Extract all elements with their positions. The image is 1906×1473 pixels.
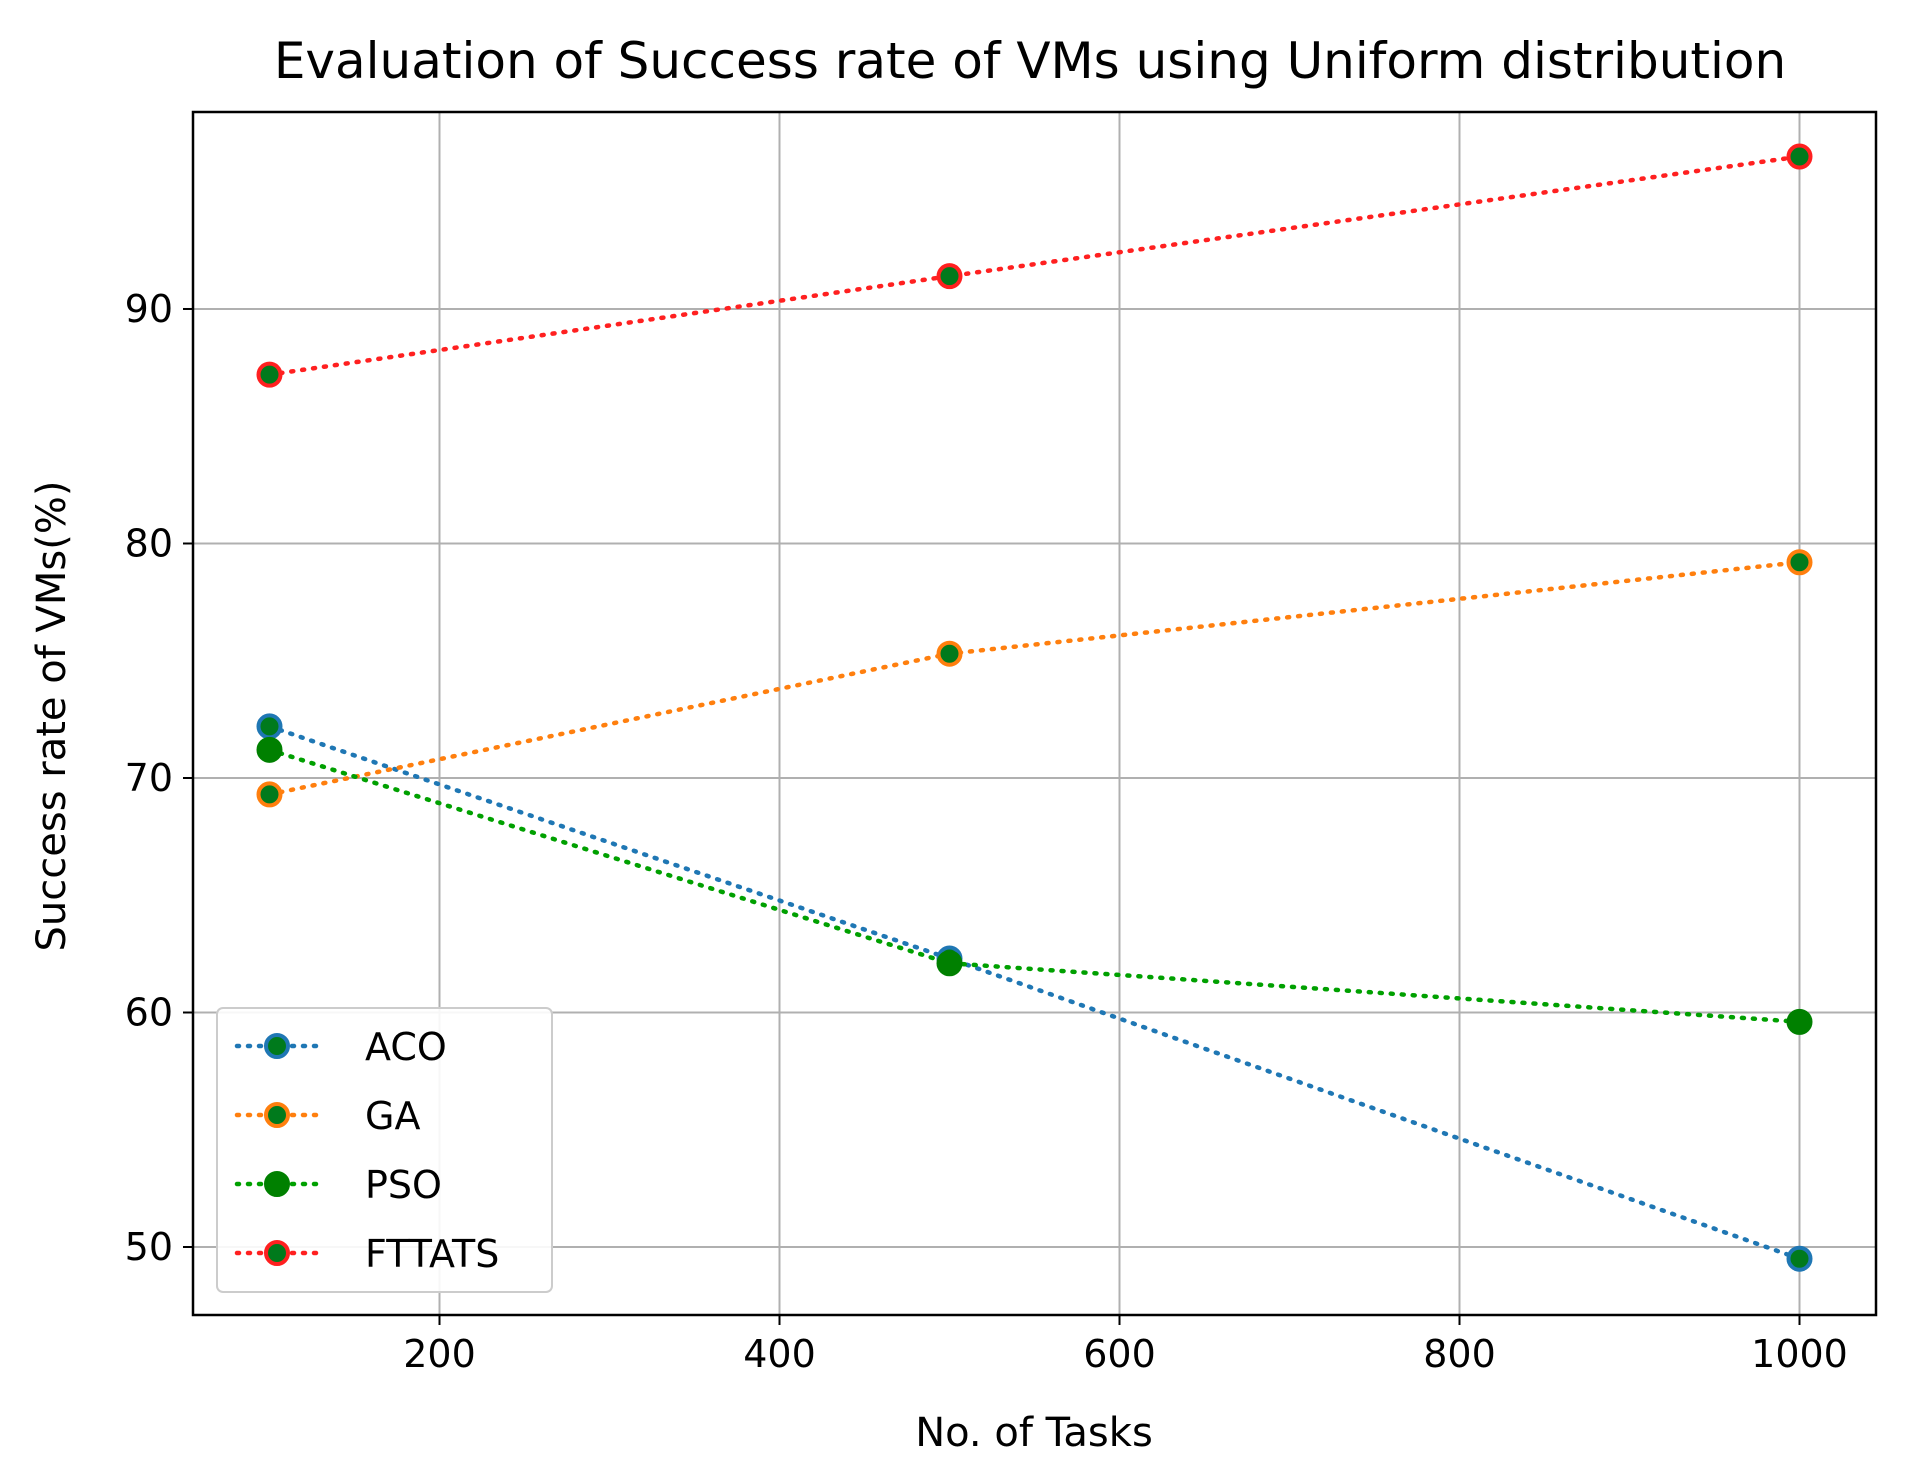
- y-tick-label: 70: [125, 756, 173, 800]
- axis-ticks: 200 400 600 800 1000 50 60 70 80 90: [125, 287, 1848, 1376]
- data-point-aco: [1786, 1245, 1813, 1272]
- y-axis-label: Success rate of VMs(%): [29, 481, 75, 952]
- y-tick-label: 90: [125, 287, 173, 331]
- legend-box: [216, 1007, 553, 1293]
- legend-label-aco: ACO: [365, 1025, 447, 1069]
- x-tick-label: 600: [1083, 1332, 1156, 1376]
- x-tick-label: 200: [403, 1332, 476, 1376]
- data-point-ga: [1786, 549, 1813, 576]
- series-line-ga: [267, 559, 1802, 797]
- data-point-pso: [936, 950, 963, 977]
- data-point-pso: [256, 736, 283, 763]
- x-tick-label: 1000: [1751, 1332, 1848, 1376]
- plot-frame: [191, 110, 1878, 1317]
- legend-label-fttats: FTTATS: [365, 1232, 499, 1276]
- legend-swatch-marker-fttats: [264, 1240, 290, 1266]
- legend-swatch-marker-ga: [264, 1102, 290, 1128]
- x-tick-label: 800: [1423, 1332, 1496, 1376]
- y-tick-label: 60: [125, 990, 173, 1034]
- legend-label-pso: PSO: [365, 1163, 442, 1207]
- data-point-fttats: [256, 361, 283, 388]
- legend-label-ga: GA: [365, 1094, 420, 1138]
- series-line-fttats: [267, 154, 1802, 377]
- data-point-ga: [256, 781, 283, 808]
- series-group: [256, 143, 1813, 1272]
- x-tick-label: 400: [743, 1332, 816, 1376]
- data-point-fttats: [1786, 143, 1813, 170]
- data-point-fttats: [936, 263, 963, 290]
- legend: ACO GA PSO FTTATS: [216, 1007, 553, 1293]
- series-line-pso: [267, 747, 1802, 1025]
- legend-swatch-marker-pso: [264, 1171, 290, 1197]
- y-tick-label: 50: [125, 1225, 173, 1269]
- data-point-aco: [256, 713, 283, 740]
- legend-swatch-marker-aco: [264, 1033, 290, 1059]
- y-tick-label: 80: [125, 521, 173, 565]
- data-point-pso: [1786, 1008, 1813, 1035]
- chart-title: Evaluation of Success rate of VMs using …: [274, 32, 1786, 90]
- data-point-ga: [936, 640, 963, 667]
- x-axis-label: No. of Tasks: [915, 1410, 1153, 1456]
